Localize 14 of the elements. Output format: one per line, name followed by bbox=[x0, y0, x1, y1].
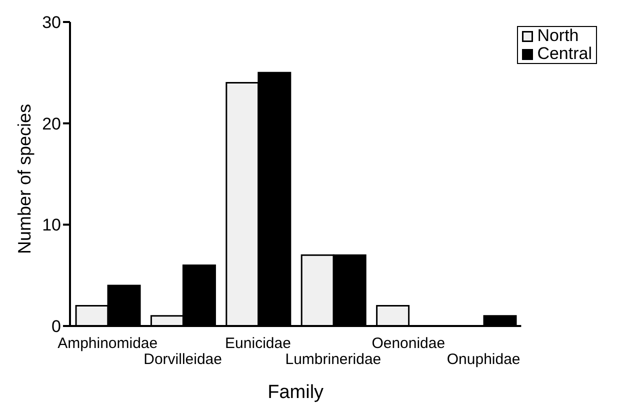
x-axis-title: Family bbox=[268, 382, 324, 403]
y-tick-label: 10 bbox=[42, 216, 61, 235]
y-tick-label: 0 bbox=[52, 317, 61, 336]
x-tick-label: Amphinomidae bbox=[58, 335, 158, 352]
x-tick-label: Oenonidae bbox=[372, 335, 446, 352]
x-tick-label: Dorvilleidae bbox=[144, 351, 222, 368]
legend-label: Central bbox=[537, 44, 592, 63]
x-tick-label: Lumbrineridae bbox=[285, 351, 382, 368]
legend-label: North bbox=[537, 26, 579, 45]
x-tick-label: Eunicidae bbox=[225, 335, 291, 352]
y-tick-label: 30 bbox=[42, 13, 61, 32]
y-tick-label: 20 bbox=[42, 114, 61, 134]
x-tick-label: Onuphidae bbox=[446, 351, 520, 368]
y-axis-title: Number of species bbox=[14, 104, 34, 254]
